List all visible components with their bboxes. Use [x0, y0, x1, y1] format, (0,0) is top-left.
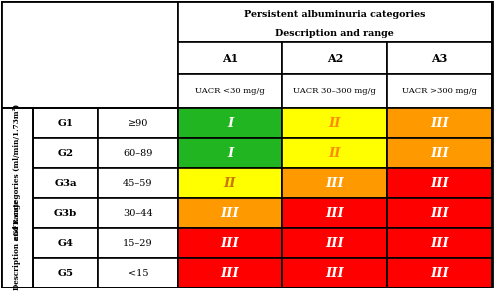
Text: III: III — [326, 237, 344, 250]
Text: A3: A3 — [432, 53, 448, 64]
Bar — [178, 138, 282, 168]
Bar — [98, 109, 178, 138]
Bar — [282, 168, 387, 198]
Bar — [282, 42, 387, 74]
Bar — [178, 109, 282, 138]
Bar — [282, 74, 387, 109]
Text: III: III — [220, 266, 240, 280]
Text: III: III — [430, 207, 449, 220]
Text: III: III — [430, 177, 449, 190]
Text: G3b: G3b — [54, 209, 77, 218]
Bar — [98, 258, 178, 288]
Bar — [178, 198, 282, 228]
Bar — [0, 1, 178, 109]
Text: UACR <30 mg/g: UACR <30 mg/g — [195, 87, 265, 95]
Text: UACR 30–300 mg/g: UACR 30–300 mg/g — [294, 87, 376, 95]
Text: III: III — [220, 207, 240, 220]
Text: 15–29: 15–29 — [123, 239, 152, 248]
Bar — [387, 138, 492, 168]
Text: A2: A2 — [326, 53, 343, 64]
Bar — [0, 109, 33, 288]
Text: III: III — [326, 177, 344, 190]
Bar — [33, 138, 98, 168]
Bar — [282, 228, 387, 258]
Text: G5: G5 — [58, 269, 74, 277]
Text: III: III — [430, 147, 449, 160]
Text: <15: <15 — [128, 269, 148, 277]
Bar — [98, 228, 178, 258]
Text: III: III — [430, 266, 449, 280]
Bar — [178, 228, 282, 258]
Bar — [387, 42, 492, 74]
Text: 60–89: 60–89 — [123, 149, 152, 158]
Bar — [98, 198, 178, 228]
Bar — [178, 74, 282, 109]
Text: A1: A1 — [222, 53, 238, 64]
Text: G1: G1 — [58, 119, 74, 128]
Bar — [98, 168, 178, 198]
Text: eGFR categories (ml/min/1.73m²): eGFR categories (ml/min/1.73m²) — [13, 104, 21, 240]
Bar — [98, 138, 178, 168]
Text: III: III — [430, 117, 449, 130]
Bar — [282, 198, 387, 228]
Text: III: III — [220, 237, 240, 250]
Bar — [33, 109, 98, 138]
Bar — [282, 258, 387, 288]
Bar — [387, 228, 492, 258]
Text: III: III — [430, 237, 449, 250]
Bar — [178, 168, 282, 198]
Bar — [387, 258, 492, 288]
Text: 30–44: 30–44 — [123, 209, 152, 218]
Bar — [387, 74, 492, 109]
Bar — [33, 228, 98, 258]
Bar — [33, 198, 98, 228]
Text: ≥90: ≥90 — [128, 119, 148, 128]
Text: G2: G2 — [58, 149, 74, 158]
Text: UACR >300 mg/g: UACR >300 mg/g — [402, 87, 477, 95]
Text: II: II — [328, 147, 341, 160]
Text: G4: G4 — [58, 239, 74, 248]
Bar — [282, 109, 387, 138]
Text: Persistent albuminuria categories: Persistent albuminuria categories — [244, 10, 426, 19]
Bar — [178, 1, 492, 42]
Text: II: II — [328, 117, 341, 130]
Bar — [33, 168, 98, 198]
Bar — [178, 42, 282, 74]
Bar — [387, 168, 492, 198]
Bar — [387, 198, 492, 228]
Text: G3a: G3a — [54, 179, 77, 188]
Text: III: III — [326, 207, 344, 220]
Text: Description and range: Description and range — [276, 28, 394, 37]
Text: III: III — [326, 266, 344, 280]
Text: I: I — [227, 117, 233, 130]
Text: II: II — [224, 177, 236, 190]
Bar — [387, 109, 492, 138]
Text: I: I — [227, 147, 233, 160]
Text: Description and range: Description and range — [13, 199, 21, 290]
Text: 45–59: 45–59 — [123, 179, 152, 188]
Bar — [282, 138, 387, 168]
Bar — [33, 258, 98, 288]
Bar — [178, 258, 282, 288]
